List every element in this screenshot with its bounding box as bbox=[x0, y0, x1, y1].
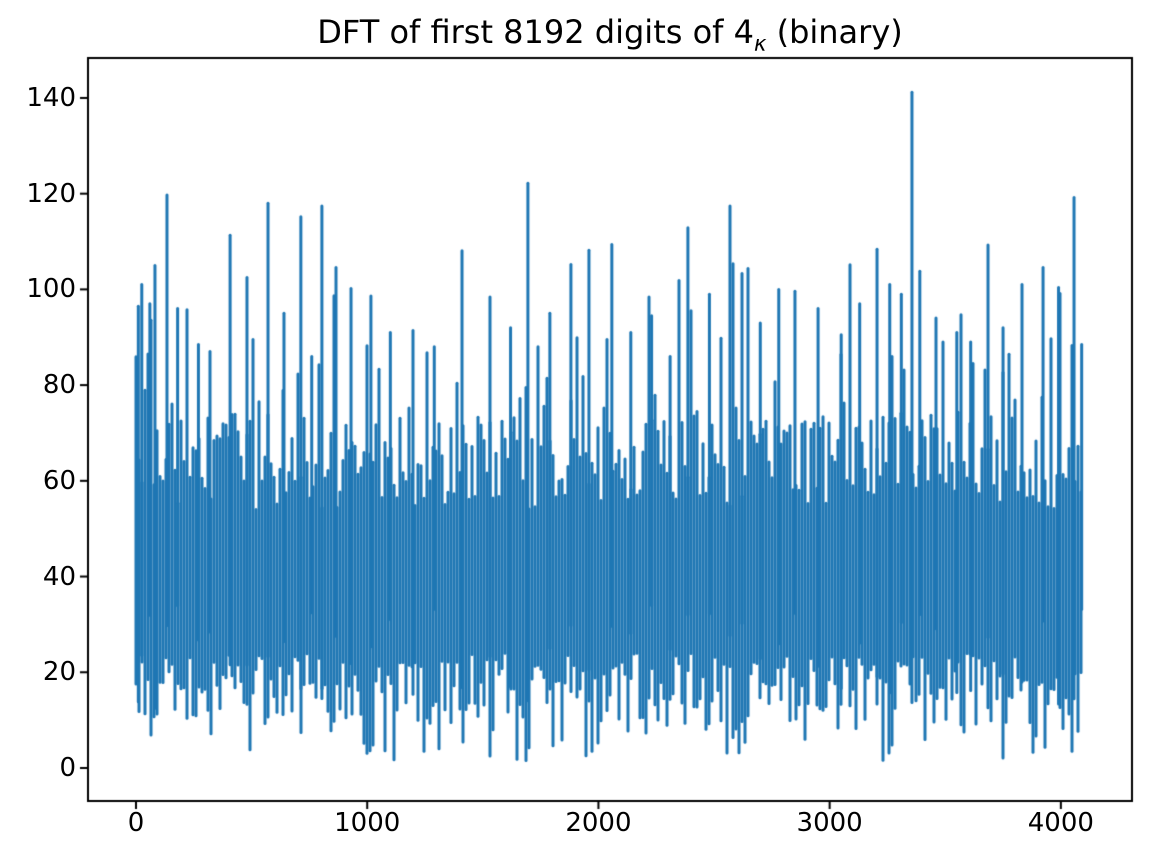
chart-title-prefix: DFT of first 8192 digits of 4 bbox=[317, 13, 754, 51]
y-tick-label: 0 bbox=[59, 752, 76, 783]
y-tick-label: 100 bbox=[26, 274, 76, 305]
chart-title: DFT of first 8192 digits of 4κ (binary) bbox=[88, 12, 1132, 56]
x-tick-label: 3000 bbox=[796, 808, 863, 838]
y-tick-label: 80 bbox=[42, 370, 76, 401]
x-tick-label: 2000 bbox=[565, 808, 632, 838]
y-tick-label: 40 bbox=[42, 561, 76, 592]
y-tick-label: 60 bbox=[42, 465, 76, 496]
y-tick-label: 20 bbox=[42, 657, 76, 688]
chart-title-suffix: (binary) bbox=[766, 13, 903, 51]
x-tick-label: 1000 bbox=[334, 808, 401, 838]
y-tick-label: 120 bbox=[26, 178, 76, 209]
x-tick-label: 0 bbox=[127, 808, 145, 838]
chart-title-subscript: κ bbox=[753, 30, 767, 56]
y-tick-label: 140 bbox=[26, 82, 76, 113]
x-tick-label: 4000 bbox=[1027, 808, 1094, 838]
